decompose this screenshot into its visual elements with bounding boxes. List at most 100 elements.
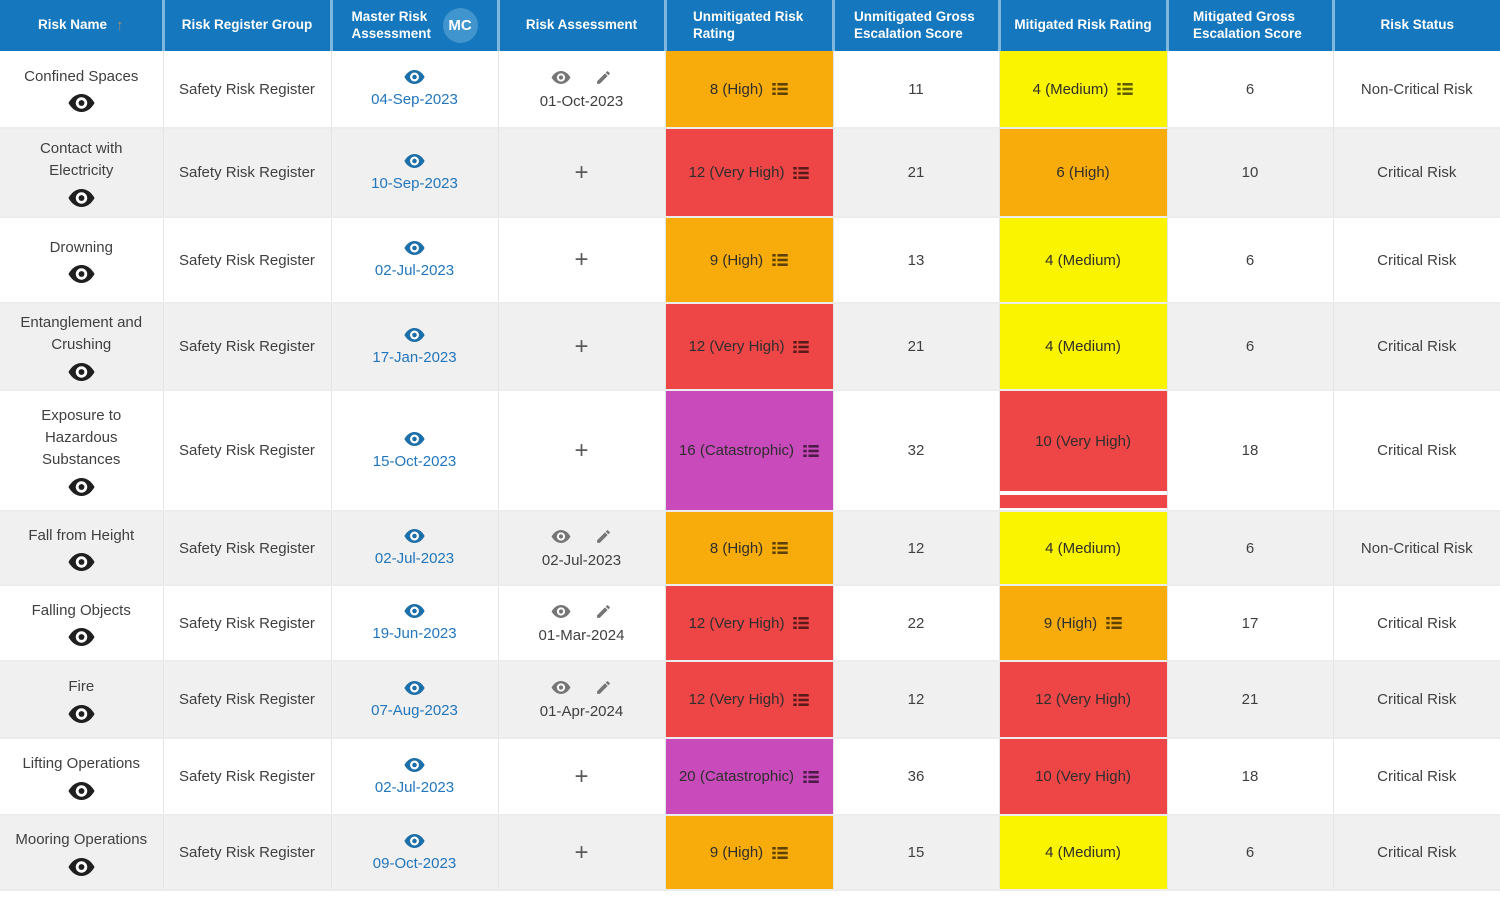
- master-risk-assessment-cell: 04-Sep-2023: [331, 51, 499, 129]
- view-risk-eye-icon[interactable]: [68, 188, 95, 207]
- rating-details-icon[interactable]: [772, 83, 788, 95]
- rating-details-icon[interactable]: [793, 166, 810, 179]
- view-risk-eye-icon[interactable]: [68, 362, 95, 381]
- rating-details-icon[interactable]: [803, 770, 819, 783]
- view-risk-eye-icon[interactable]: [68, 704, 95, 723]
- rating-block: 9 (High): [999, 586, 1167, 660]
- mitigated-gross-escalation-score: 10: [1241, 164, 1259, 181]
- view-risk-eye-icon[interactable]: [68, 265, 95, 284]
- view-master-assessment-eye-icon[interactable]: [404, 327, 425, 342]
- view-assessment-eye-icon[interactable]: [551, 681, 571, 694]
- risk-name: Contact with Electricity: [39, 140, 123, 179]
- risk-name-cell: Fall from Height: [0, 511, 164, 586]
- risk-register-group: Safety Risk Register: [179, 844, 315, 861]
- view-master-assessment-eye-icon[interactable]: [404, 680, 425, 695]
- risk-status-cell: Critical Risk: [1333, 303, 1500, 391]
- rating-block: 4 (Medium): [999, 304, 1167, 389]
- risk-status: Critical Risk: [1377, 442, 1457, 459]
- rating-label: 12 (Very High): [688, 614, 785, 632]
- master-assessment-date-link[interactable]: 17-Jan-2023: [372, 348, 457, 366]
- add-risk-assessment-button[interactable]: [574, 161, 588, 185]
- view-assessment-eye-icon[interactable]: [551, 604, 571, 618]
- master-assessment-date-link[interactable]: 04-Sep-2023: [371, 91, 458, 108]
- master-assessment-date-link[interactable]: 07-Aug-2023: [371, 701, 458, 719]
- rating-details-icon[interactable]: [772, 542, 788, 554]
- add-risk-assessment-button[interactable]: [574, 439, 588, 463]
- view-master-assessment-eye-icon[interactable]: [404, 70, 425, 84]
- master-risk-assessment-cell: 07-Aug-2023: [331, 661, 499, 739]
- unmitigated-gross-escalation-score: 21: [907, 338, 925, 355]
- rating-details-icon[interactable]: [772, 846, 788, 859]
- master-assessment-date-link[interactable]: 15-Oct-2023: [372, 452, 457, 470]
- risk-assessment-cell: [498, 303, 666, 391]
- column-header-unmitigated-gross-escalation-score[interactable]: Unmitigated Gross Escalation Score: [833, 0, 1001, 51]
- view-risk-eye-icon[interactable]: [68, 553, 95, 572]
- column-header-mitigated-gross-escalation-score[interactable]: Mitigated Gross Escalation Score: [1167, 0, 1335, 51]
- view-master-assessment-eye-icon[interactable]: [404, 757, 425, 772]
- risk-assessment-cell: 01-Mar-2024: [498, 585, 666, 662]
- rating-details-icon[interactable]: [1117, 83, 1134, 95]
- view-assessment-eye-icon[interactable]: [551, 529, 571, 543]
- view-master-assessment-eye-icon[interactable]: [404, 241, 425, 255]
- add-risk-assessment-button[interactable]: [574, 765, 588, 789]
- unmitigated-gross-escalation-score-cell: 32: [833, 390, 1000, 512]
- edit-assessment-pencil-icon[interactable]: [595, 603, 612, 620]
- column-header-risk-assessment[interactable]: Risk Assessment: [498, 0, 667, 51]
- master-assessment-date-link[interactable]: 10-Sep-2023: [371, 174, 458, 192]
- rating-label: 4 (Medium): [1045, 338, 1121, 355]
- master-assessment-date-link[interactable]: 02-Jul-2023: [374, 778, 455, 796]
- unmitigated-gross-escalation-score-cell: 12: [833, 661, 1000, 739]
- rating-details-icon[interactable]: [793, 693, 810, 706]
- view-risk-eye-icon[interactable]: [68, 857, 95, 876]
- add-risk-assessment-button[interactable]: [574, 335, 588, 359]
- master-assessment-date-link[interactable]: 19-Jun-2023: [372, 625, 457, 642]
- rating-details-icon[interactable]: [793, 617, 810, 629]
- mitigated-gross-escalation-score-cell: 6: [1167, 51, 1334, 129]
- add-risk-assessment-button[interactable]: [574, 841, 588, 865]
- rating-block: 6 (High): [999, 129, 1167, 216]
- edit-assessment-pencil-icon[interactable]: [595, 69, 612, 86]
- rating-label: 4 (Medium): [1045, 844, 1121, 861]
- view-risk-eye-icon[interactable]: [68, 781, 95, 800]
- view-assessment-eye-icon[interactable]: [551, 70, 571, 84]
- risk-register-group-cell: Safety Risk Register: [163, 128, 332, 218]
- view-master-assessment-eye-icon[interactable]: [404, 431, 425, 446]
- add-risk-assessment-button[interactable]: [574, 248, 588, 272]
- mitigated-risk-rating: 4 (Medium): [999, 217, 1168, 304]
- column-header-unmitigated-risk-rating[interactable]: Unmitigated Risk Rating: [665, 0, 835, 51]
- master-assessment-date-link[interactable]: 09-Oct-2023: [372, 854, 457, 872]
- column-header-risk-register-group[interactable]: Risk Register Group: [163, 0, 333, 51]
- edit-assessment-pencil-icon[interactable]: [595, 679, 612, 696]
- view-risk-eye-icon[interactable]: [68, 94, 95, 113]
- view-master-assessment-eye-icon[interactable]: [404, 153, 425, 168]
- view-master-assessment-eye-icon[interactable]: [404, 529, 425, 543]
- view-risk-eye-icon[interactable]: [68, 477, 95, 496]
- rating-label: 12 (Very High): [688, 338, 785, 355]
- rating-label: 6 (High): [1056, 164, 1110, 181]
- risk-register-group: Safety Risk Register: [179, 691, 315, 708]
- mitigated-gross-escalation-score: 18: [1241, 442, 1259, 459]
- column-header-risk-status[interactable]: Risk Status: [1333, 0, 1500, 51]
- user-initials-badge[interactable]: MC: [442, 8, 478, 43]
- rating-details-icon[interactable]: [793, 340, 810, 353]
- view-master-assessment-eye-icon[interactable]: [404, 833, 425, 848]
- edit-assessment-pencil-icon[interactable]: [595, 528, 612, 545]
- risk-name-cell: Contact with Electricity: [0, 128, 164, 218]
- rating-details-icon[interactable]: [1106, 617, 1122, 629]
- risk-name-cell: Fire: [0, 661, 164, 739]
- view-risk-eye-icon[interactable]: [68, 628, 95, 647]
- rating-details-icon[interactable]: [772, 254, 788, 266]
- assessment-date: 02-Jul-2023: [541, 551, 622, 569]
- risk-status-cell: Critical Risk: [1333, 815, 1500, 891]
- column-header-master-risk-assessment[interactable]: Master Risk Assessment MC: [331, 0, 500, 51]
- risk-name-cell: Mooring Operations: [0, 815, 164, 891]
- unmitigated-gross-escalation-score-cell: 11: [833, 51, 1000, 129]
- master-assessment-date-link[interactable]: 02-Jul-2023: [374, 262, 455, 279]
- master-risk-assessment-cell: 10-Sep-2023: [331, 128, 499, 218]
- risk-status-cell: Non-Critical Risk: [1333, 511, 1500, 586]
- column-header-risk-name[interactable]: Risk Name: [0, 0, 165, 51]
- view-master-assessment-eye-icon[interactable]: [404, 604, 425, 618]
- column-header-mitigated-risk-rating[interactable]: Mitigated Risk Rating: [999, 0, 1169, 51]
- master-assessment-date-link[interactable]: 02-Jul-2023: [374, 550, 455, 567]
- rating-details-icon[interactable]: [803, 444, 819, 457]
